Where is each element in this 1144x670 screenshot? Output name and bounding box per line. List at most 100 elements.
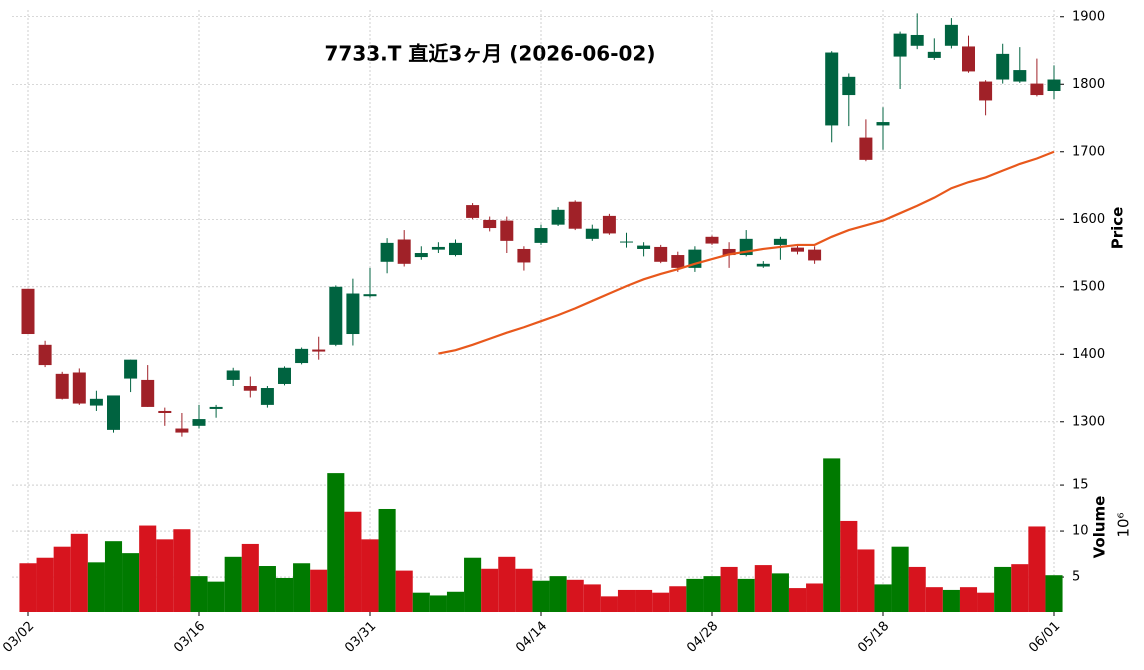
- candle-body: [962, 46, 975, 72]
- volume-bar: [327, 473, 345, 612]
- volume-bar: [104, 541, 123, 612]
- y-tick-label: 1300: [1072, 414, 1105, 429]
- volume-bar: [515, 568, 533, 612]
- volume-bar: [942, 589, 960, 612]
- candle-body: [329, 286, 343, 345]
- volume-bar: [361, 539, 379, 612]
- candle-body: [568, 201, 582, 229]
- volume-bar: [378, 508, 396, 612]
- candle-body: [996, 53, 1010, 80]
- chart-title: 7733.T 直近3ヶ月 (2026-06-02): [325, 42, 656, 66]
- y-tick-label: 10: [1072, 524, 1089, 539]
- volume-bar: [806, 583, 824, 612]
- candle-body: [500, 220, 514, 241]
- candle-body: [21, 288, 35, 335]
- candle-body: [55, 373, 69, 399]
- volume-bar: [481, 568, 499, 612]
- candle-body: [414, 253, 428, 258]
- volume-bar: [395, 570, 413, 612]
- candle-body: [1013, 70, 1027, 82]
- volume-bar: [190, 576, 208, 612]
- candle-body: [124, 359, 138, 379]
- candle-body: [466, 205, 480, 218]
- candle-body: [927, 51, 941, 58]
- x-tick-label: 04/14: [513, 619, 550, 656]
- y-tick-label: 1900: [1072, 9, 1105, 24]
- volume-bar: [908, 566, 926, 612]
- candle-body: [158, 410, 172, 413]
- volume-bar: [532, 580, 550, 612]
- candle-body: [312, 349, 326, 352]
- candle-body: [910, 34, 924, 46]
- candle-body: [808, 249, 822, 261]
- volume-bar: [652, 592, 670, 612]
- y-tick-label: 1600: [1072, 212, 1105, 227]
- volume-bar: [600, 596, 618, 612]
- candle-body: [876, 122, 890, 126]
- candle-body: [380, 242, 394, 262]
- volume-bar: [977, 592, 995, 612]
- volume-bar: [70, 533, 88, 612]
- volume-bar: [635, 589, 653, 612]
- volume-bar: [207, 581, 225, 612]
- volume-bar: [173, 529, 191, 612]
- candle-body: [773, 238, 787, 245]
- y-tick-label: 1400: [1072, 347, 1105, 362]
- volume-bar: [87, 562, 105, 612]
- volume-bar: [583, 584, 601, 612]
- volume-bar: [549, 576, 567, 612]
- volume-bar: [241, 543, 259, 612]
- volume-bar: [258, 566, 276, 612]
- moving-average-line: [438, 150, 1055, 355]
- candle-body: [979, 81, 993, 101]
- candle-body: [585, 228, 599, 239]
- candle-body: [192, 419, 206, 426]
- volume-bar: [412, 592, 430, 612]
- candle-body: [260, 388, 274, 405]
- volume-axis-label: Volume: [1091, 496, 1109, 559]
- candle-body: [705, 236, 719, 244]
- x-tick-label: 03/16: [171, 619, 208, 656]
- candle-body: [825, 52, 839, 126]
- volume-bar: [840, 520, 858, 612]
- volume-bar: [156, 539, 174, 612]
- candle-body: [346, 293, 360, 335]
- candle-body: [209, 406, 223, 409]
- candle-body: [89, 398, 103, 406]
- x-tick-label: 04/28: [684, 619, 721, 656]
- candle-body: [859, 137, 873, 160]
- candle-body: [534, 228, 548, 243]
- volume-bar: [994, 566, 1012, 612]
- volume-bar: [1045, 575, 1063, 612]
- candle-body: [243, 385, 257, 391]
- volume-bar: [737, 578, 755, 612]
- candle-body: [278, 367, 291, 384]
- candle-body: [893, 33, 907, 57]
- candle-body: [431, 246, 445, 250]
- candle-body: [397, 239, 411, 264]
- volume-bar: [925, 587, 943, 612]
- y-tick-label: 5: [1072, 570, 1080, 585]
- volume-bar: [446, 591, 465, 612]
- candle-body: [517, 248, 531, 263]
- price-axis-label: Price: [1109, 207, 1127, 250]
- volume-bar: [857, 549, 875, 612]
- volume-bar: [224, 556, 242, 612]
- volume-bar: [275, 577, 294, 612]
- volume-bar: [686, 578, 704, 612]
- candle-body: [944, 24, 958, 46]
- volume-bar: [293, 563, 311, 612]
- candle-body: [72, 372, 86, 404]
- candle-body: [551, 209, 565, 225]
- volume-bar: [754, 565, 772, 612]
- y-tick-label: 15: [1072, 478, 1089, 493]
- x-tick-label: 05/18: [855, 619, 892, 656]
- candle-body: [363, 294, 377, 297]
- volume-bar: [464, 557, 482, 612]
- candle-body: [449, 242, 462, 256]
- volume-bar: [959, 587, 978, 612]
- volume-bar: [703, 576, 721, 612]
- candle-body: [756, 263, 770, 267]
- candle-body: [295, 348, 309, 364]
- y-tick-label: 1500: [1072, 279, 1105, 294]
